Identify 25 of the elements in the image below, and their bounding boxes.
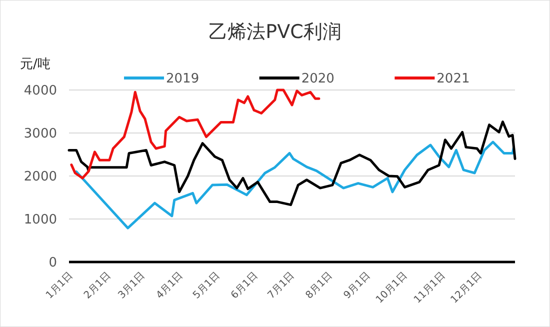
x-tick-label: 11月1日: [412, 270, 448, 306]
x-tick-label: 7月1日: [266, 270, 297, 302]
line-series: [70, 88, 320, 180]
x-tick-label: 2月1日: [82, 270, 114, 302]
chart-title: 乙烯法PVC利润: [208, 21, 342, 43]
y-tick-label: 2000: [24, 170, 57, 185]
x-tick-label: 9月1日: [342, 270, 373, 302]
y-tick-label: 4000: [24, 84, 57, 99]
line-series: [68, 120, 516, 206]
x-tick-label: 5月1日: [191, 270, 222, 302]
y-axis-title: 元/吨: [20, 57, 50, 72]
y-tick-label: 0: [48, 256, 57, 271]
legend-label: 2019: [166, 72, 200, 87]
line-series: [75, 140, 516, 230]
x-tick-label: 6月1日: [229, 270, 260, 302]
x-tick-label: 1月1日: [44, 270, 76, 302]
legend-label: 2020: [301, 72, 334, 87]
legend-label: 2021: [436, 72, 470, 87]
x-tick-label: 3月1日: [116, 270, 148, 302]
y-tick-label: 1000: [24, 212, 57, 228]
x-tick-label: 8月1日: [304, 270, 335, 302]
x-tick-label: 12月1日: [448, 270, 484, 306]
x-tick-label: 10月1日: [374, 270, 410, 306]
x-tick-label: 4月1日: [154, 270, 186, 302]
y-tick-label: 3000: [24, 126, 57, 142]
